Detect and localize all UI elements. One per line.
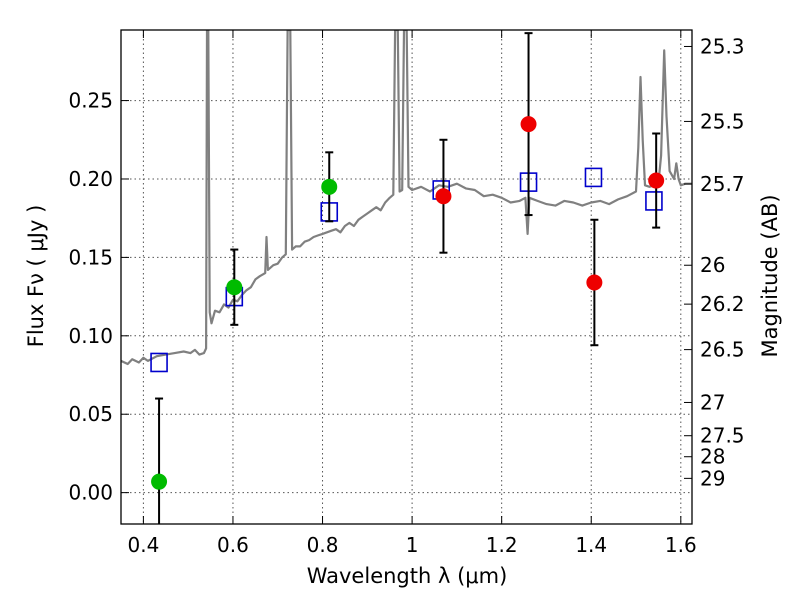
x-tick-label: 1.4 (575, 533, 607, 557)
y2-tick-label: 28 (700, 445, 725, 469)
axes-frame (120, 29, 693, 525)
data-point (586, 274, 603, 291)
data-point (151, 473, 168, 490)
x-tick-label: 0.8 (307, 533, 339, 557)
y2-axis-label: Magnitude (AB) (758, 194, 782, 357)
plot-area (121, 30, 692, 524)
y2-tick-label: 26 (700, 253, 725, 277)
y-tick-label: 0.20 (68, 167, 113, 191)
x-axis-label: Wavelength λ (μm) (307, 564, 508, 588)
y-tick-label: 0.10 (68, 324, 113, 348)
model-spectrum-line (121, 30, 692, 366)
x-tick-label: 1.2 (486, 533, 518, 557)
y-tick-label: 0.15 (68, 245, 113, 269)
y-axis-label: Flux Fν ( μJy ) (24, 205, 48, 348)
y2-tick-label: 26.5 (700, 338, 745, 362)
model-point (150, 352, 168, 373)
model-point (584, 167, 603, 188)
y2-tick-label: 25.5 (700, 109, 745, 133)
y2-tick-label: 25.7 (700, 172, 745, 196)
grid-lines (121, 30, 692, 524)
y2-tick-label: 27.5 (700, 424, 745, 448)
data-point (648, 172, 665, 189)
x-tick-label: 0.4 (127, 533, 159, 557)
y2-tick-label: 29 (700, 466, 725, 490)
y2-tick-label: 25.3 (700, 34, 745, 58)
data-point (226, 279, 243, 296)
y-tick-label: 0.25 (68, 89, 113, 113)
data-point (321, 178, 338, 195)
y-tick-label: 0.00 (68, 481, 113, 505)
y-tick-label: 0.05 (68, 402, 113, 426)
data-point (435, 188, 452, 205)
x-tick-label: 1 (406, 533, 419, 557)
axis-ticks: 0.4 0.6 0.8 1 1.2 1.4 1.6 0.00 0.05 0.10 0.15 0.20 0… (68, 30, 745, 557)
data-point (520, 116, 537, 133)
y2-tick-label: 27 (700, 390, 725, 414)
x-tick-label: 1.6 (665, 533, 697, 557)
y2-tick-label: 26.2 (700, 292, 745, 316)
x-tick-label: 0.6 (217, 533, 249, 557)
model-point (645, 191, 663, 211)
